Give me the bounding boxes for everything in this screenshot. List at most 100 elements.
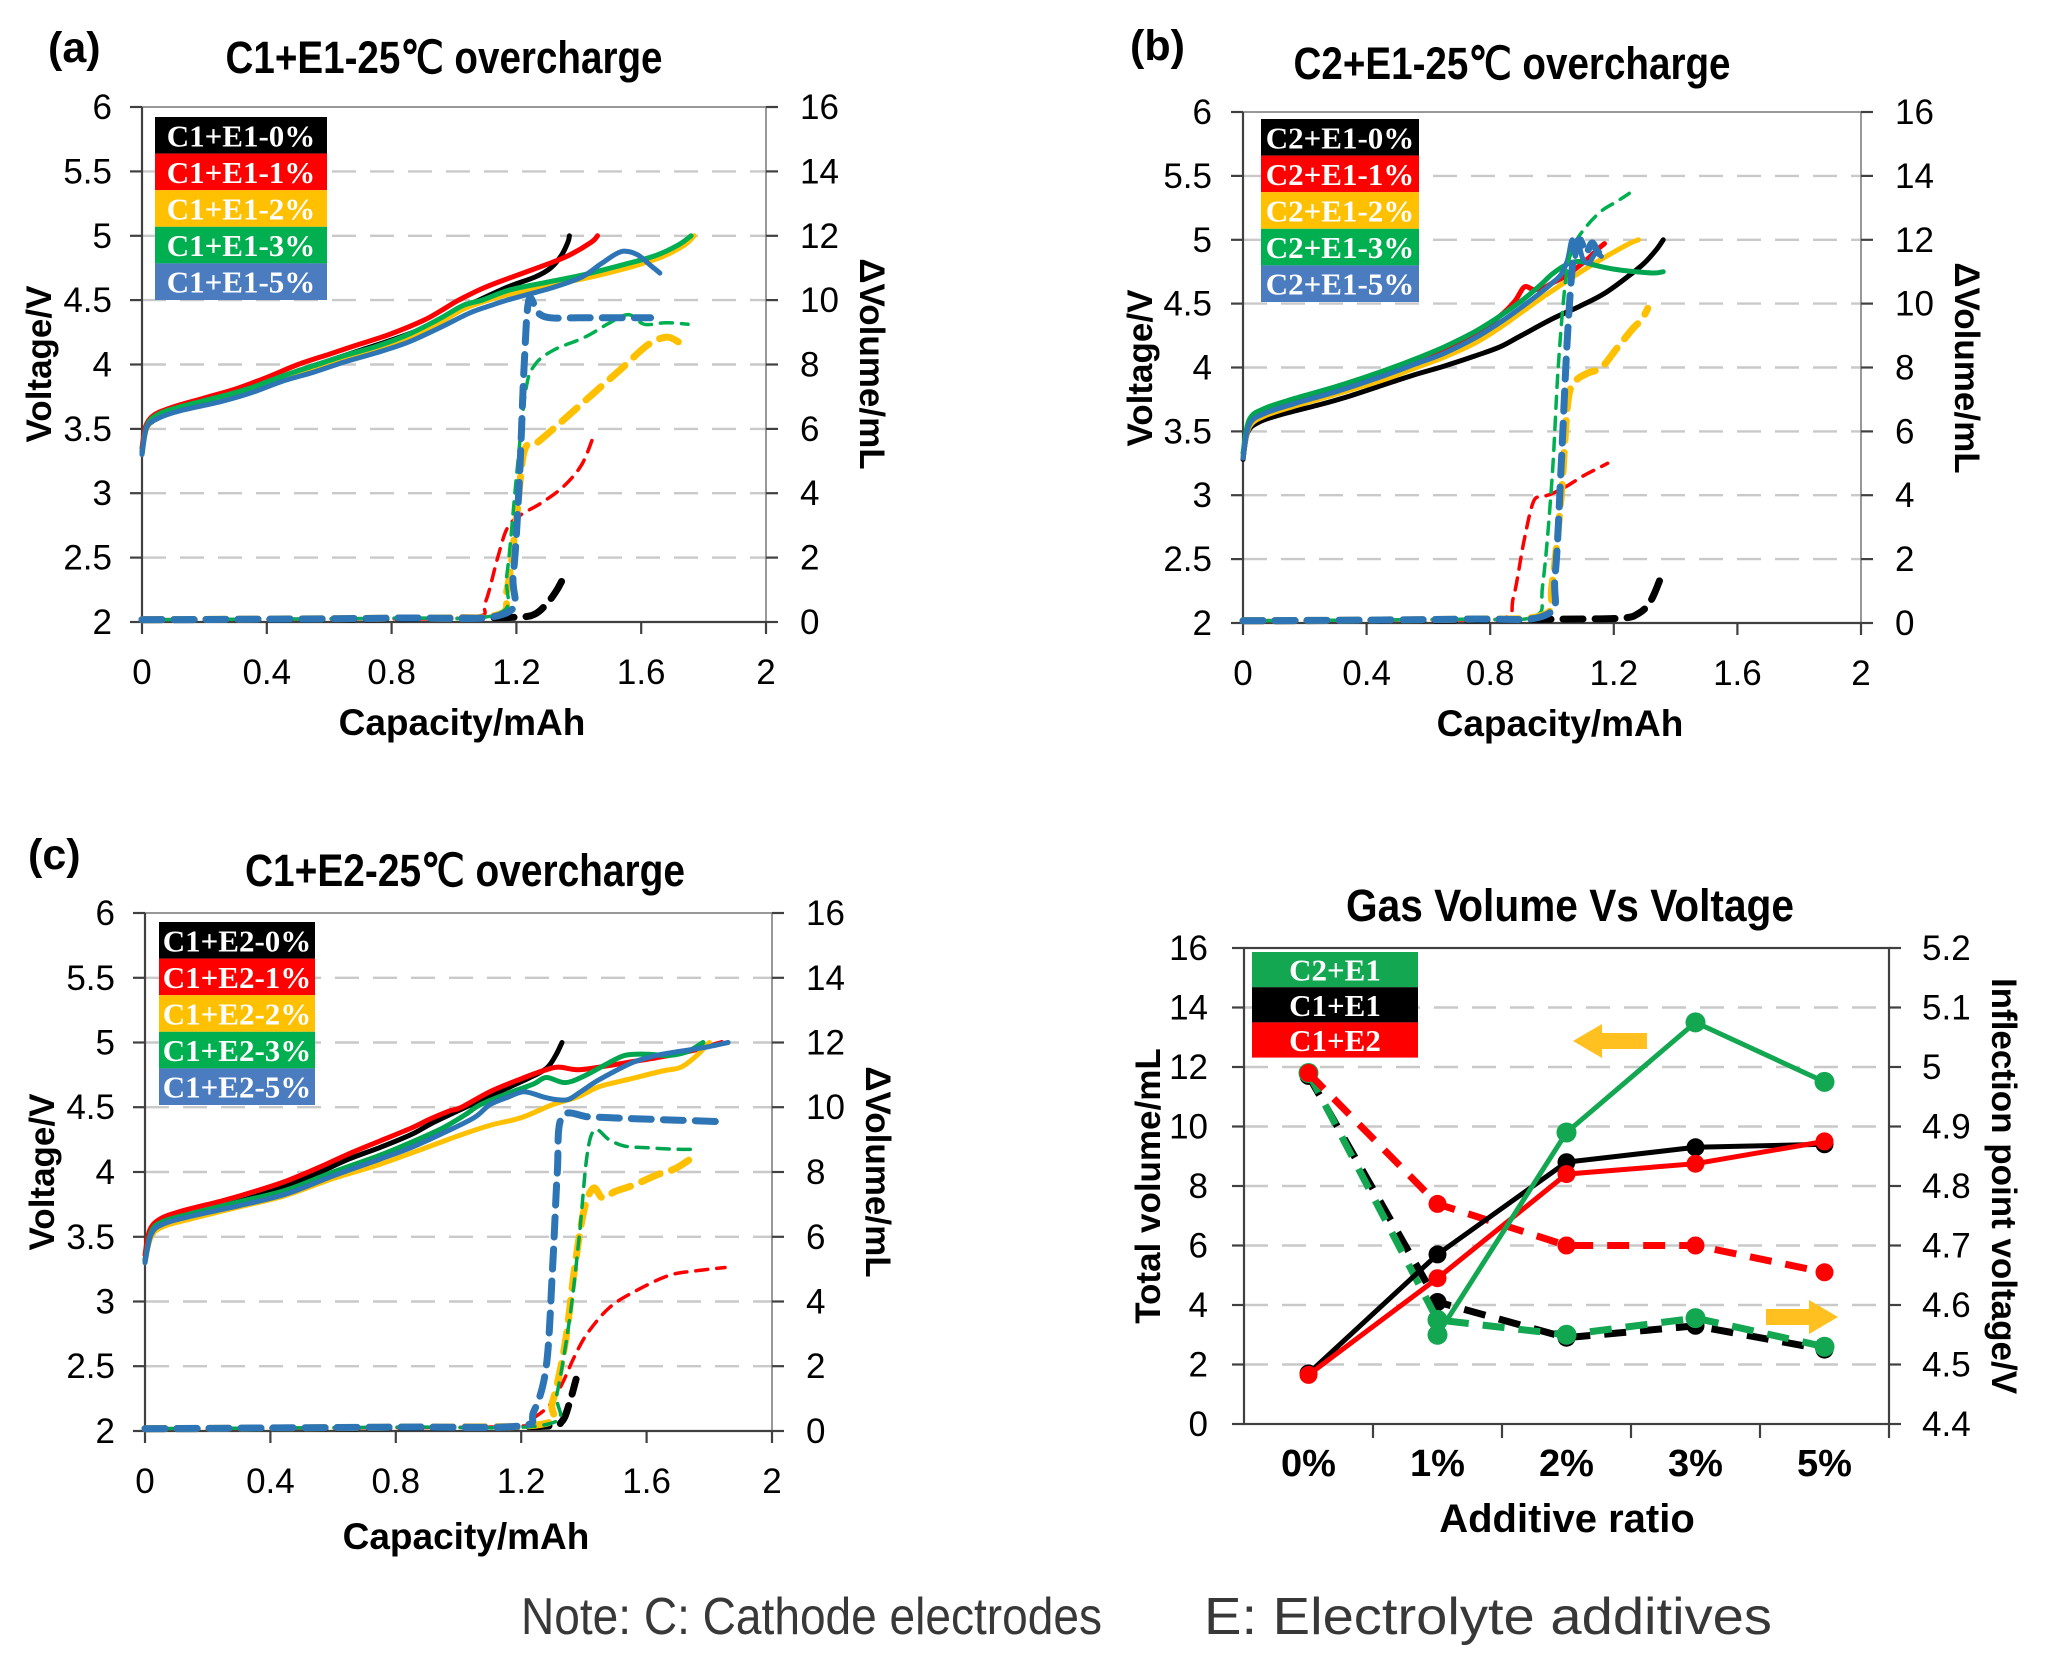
svg-text:C1+E2-1%: C1+E2-1% (163, 960, 312, 995)
svg-text:Note: C: Cathode electrodes: Note: C: Cathode electrodes (521, 1588, 1102, 1646)
svg-text:5: 5 (96, 1024, 115, 1063)
svg-text:C1+E2-25℃ overcharge: C1+E2-25℃ overcharge (245, 845, 685, 896)
svg-text:4.5: 4.5 (63, 281, 112, 320)
svg-text:1.2: 1.2 (492, 653, 541, 692)
svg-text:6: 6 (806, 1218, 825, 1257)
svg-text:5.2: 5.2 (1922, 929, 1971, 968)
svg-text:E: Electrolyte additives: E: Electrolyte additives (1204, 1588, 1772, 1646)
svg-text:C2+E1: C2+E1 (1289, 953, 1381, 988)
svg-text:Voltage/V: Voltage/V (23, 1093, 62, 1251)
svg-text:3%: 3% (1668, 1443, 1723, 1485)
svg-text:4.7: 4.7 (1922, 1227, 1971, 1266)
svg-text:2: 2 (1189, 1346, 1208, 1385)
svg-text:16: 16 (1169, 929, 1208, 968)
svg-text:2.5: 2.5 (63, 539, 112, 578)
svg-text:3.5: 3.5 (66, 1218, 115, 1257)
svg-text:2.5: 2.5 (1163, 540, 1212, 579)
svg-text:Capacity/mAh: Capacity/mAh (339, 702, 586, 743)
svg-text:4: 4 (93, 346, 112, 385)
svg-text:5: 5 (1922, 1048, 1941, 1087)
svg-text:8: 8 (1895, 349, 1914, 388)
svg-text:2: 2 (1193, 604, 1212, 643)
svg-text:2%: 2% (1539, 1443, 1594, 1485)
svg-text:C1+E2: C1+E2 (1289, 1023, 1381, 1058)
svg-text:C1+E2-0%: C1+E2-0% (163, 923, 312, 958)
svg-text:0: 0 (800, 603, 819, 642)
svg-text:Capacity/mAh: Capacity/mAh (1437, 703, 1684, 744)
svg-text:Total volume/mL: Total volume/mL (1129, 1048, 1168, 1324)
svg-text:4.8: 4.8 (1922, 1167, 1971, 1206)
svg-text:Capacity/mAh: Capacity/mAh (343, 1516, 590, 1557)
svg-text:0.8: 0.8 (367, 653, 416, 692)
svg-text:Voltage/V: Voltage/V (20, 285, 59, 443)
svg-text:Inflection point voltage/V: Inflection point voltage/V (1984, 978, 2023, 1395)
svg-text:(c): (c) (28, 831, 81, 879)
svg-text:C1+E1-5%: C1+E1-5% (167, 265, 316, 300)
svg-text:6: 6 (1189, 1227, 1208, 1266)
svg-text:6: 6 (93, 88, 112, 127)
svg-text:C2+E1-5%: C2+E1-5% (1266, 267, 1415, 302)
svg-text:2: 2 (1895, 540, 1914, 579)
svg-text:4: 4 (1189, 1286, 1208, 1325)
svg-text:14: 14 (1895, 157, 1934, 196)
svg-text:6: 6 (800, 410, 819, 449)
svg-text:2: 2 (800, 539, 819, 578)
svg-text:Voltage/V: Voltage/V (1121, 289, 1160, 447)
svg-text:3: 3 (93, 474, 112, 513)
svg-text:0.4: 0.4 (242, 653, 291, 692)
svg-text:10: 10 (806, 1088, 845, 1127)
svg-text:0%: 0% (1281, 1443, 1336, 1485)
svg-text:12: 12 (806, 1024, 845, 1063)
svg-text:C2+E1-3%: C2+E1-3% (1266, 230, 1415, 265)
svg-text:ΔVolume/mL: ΔVolume/mL (858, 1066, 897, 1277)
svg-text:4.5: 4.5 (1163, 285, 1212, 324)
svg-text:10: 10 (1895, 285, 1934, 324)
svg-text:ΔVolume/mL: ΔVolume/mL (852, 258, 891, 469)
svg-text:C2+E1-25℃ overcharge: C2+E1-25℃ overcharge (1294, 38, 1731, 89)
svg-text:8: 8 (1189, 1167, 1208, 1206)
svg-text:0.8: 0.8 (371, 1462, 420, 1501)
svg-text:14: 14 (800, 152, 839, 191)
svg-text:(a): (a) (48, 24, 101, 72)
svg-text:2.5: 2.5 (66, 1347, 115, 1386)
svg-text:5.1: 5.1 (1922, 989, 1971, 1028)
svg-text:C1+E1-0%: C1+E1-0% (167, 118, 316, 153)
svg-text:5: 5 (1193, 221, 1212, 260)
svg-text:2: 2 (806, 1347, 825, 1386)
svg-text:12: 12 (1895, 221, 1934, 260)
svg-text:16: 16 (806, 894, 845, 933)
svg-text:C1+E1-3%: C1+E1-3% (167, 228, 316, 263)
svg-text:2: 2 (93, 603, 112, 642)
svg-text:4: 4 (1193, 349, 1212, 388)
svg-text:C1+E1-25℃ overcharge: C1+E1-25℃ overcharge (226, 32, 663, 83)
svg-text:16: 16 (800, 88, 839, 127)
svg-text:4: 4 (1895, 476, 1914, 515)
svg-text:C2+E1-0%: C2+E1-0% (1266, 120, 1415, 155)
svg-text:0: 0 (132, 653, 151, 692)
svg-text:C2+E1-2%: C2+E1-2% (1266, 194, 1415, 229)
svg-text:10: 10 (1169, 1108, 1208, 1147)
svg-text:5.5: 5.5 (1163, 157, 1212, 196)
svg-text:6: 6 (96, 894, 115, 933)
svg-text:C1+E2-5%: C1+E2-5% (163, 1070, 312, 1105)
svg-text:1.6: 1.6 (622, 1462, 671, 1501)
svg-text:5.5: 5.5 (63, 152, 112, 191)
svg-text:Additive ratio: Additive ratio (1439, 1497, 1695, 1541)
svg-text:0: 0 (1895, 604, 1914, 643)
svg-text:C1+E2-3%: C1+E2-3% (163, 1033, 312, 1068)
svg-text:14: 14 (806, 959, 845, 998)
svg-text:2: 2 (762, 1462, 781, 1501)
svg-text:4.6: 4.6 (1922, 1286, 1971, 1325)
svg-text:0: 0 (135, 1462, 154, 1501)
svg-text:(b): (b) (1130, 22, 1185, 70)
svg-text:16: 16 (1895, 93, 1934, 132)
svg-text:Gas Volume Vs Voltage: Gas Volume Vs Voltage (1346, 880, 1794, 931)
svg-text:3: 3 (1193, 476, 1212, 515)
svg-text:0.8: 0.8 (1466, 654, 1515, 693)
svg-text:C1+E1-1%: C1+E1-1% (167, 155, 316, 190)
svg-text:C1+E1: C1+E1 (1289, 988, 1381, 1023)
svg-text:C2+E1-1%: C2+E1-1% (1266, 157, 1415, 192)
svg-text:3.5: 3.5 (1163, 412, 1212, 451)
svg-text:2: 2 (96, 1412, 115, 1451)
svg-text:4.5: 4.5 (66, 1088, 115, 1127)
